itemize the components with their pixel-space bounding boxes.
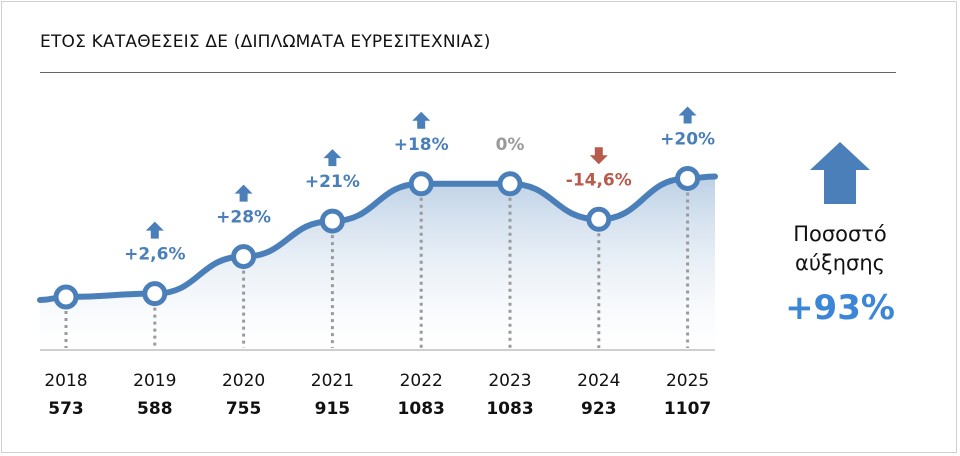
- value-label: 588: [137, 399, 173, 419]
- year-label: 2025: [666, 371, 709, 391]
- data-point-2020: [231, 244, 257, 270]
- change-label: +2,6%: [124, 245, 185, 265]
- year-label: 2018: [44, 371, 87, 391]
- data-point-2022: [408, 171, 434, 197]
- arrow-up-icon: [412, 111, 431, 129]
- summary-arrow-up-icon: [770, 140, 910, 214]
- change-label: +18%: [394, 135, 449, 155]
- change-label: +28%: [216, 208, 271, 228]
- summary-label-line1: Ποσοστό: [793, 222, 887, 246]
- data-point-2021: [319, 208, 345, 234]
- data-point-2023: [497, 171, 523, 197]
- arrow-up-icon: [678, 106, 697, 124]
- value-label: 573: [48, 399, 84, 419]
- arrow-up-icon: [323, 149, 342, 167]
- value-label: 923: [581, 399, 617, 419]
- value-label: 1083: [486, 399, 533, 419]
- year-label: 2023: [488, 371, 531, 391]
- value-label: 915: [315, 399, 351, 419]
- year-label: 2022: [400, 371, 443, 391]
- change-label: -14,6%: [566, 170, 632, 190]
- title-divider: [40, 72, 896, 73]
- data-point-2018: [53, 284, 79, 310]
- value-label: 755: [226, 399, 262, 419]
- series-line: [37, 173, 718, 303]
- chart-title: ΕΤΟΣ ΚΑΤΑΘΕΣΕΙΣ ΔΕ (ΔΙΠΛΩΜΑΤΑ ΕΥΡΕΣΙΤΕΧΝ…: [40, 32, 491, 52]
- value-label: 1083: [398, 399, 445, 419]
- data-point-2024: [586, 206, 612, 232]
- change-label: 0%: [496, 135, 525, 155]
- data-point-2025: [675, 165, 701, 191]
- summary-label-line2: αύξησης: [795, 251, 885, 275]
- change-label: +21%: [305, 172, 360, 192]
- area-fill: [40, 176, 715, 350]
- arrow-up-icon: [234, 184, 253, 202]
- arrow-down-icon: [589, 147, 608, 165]
- change-label: +20%: [660, 129, 715, 149]
- year-label: 2020: [222, 371, 265, 391]
- year-label: 2024: [577, 371, 620, 391]
- data-point-2019: [142, 281, 168, 307]
- value-label: 1107: [664, 399, 711, 419]
- summary-total: +93%: [785, 288, 895, 328]
- year-label: 2019: [133, 371, 176, 391]
- year-label: 2021: [311, 371, 354, 391]
- arrow-up-icon: [145, 221, 164, 239]
